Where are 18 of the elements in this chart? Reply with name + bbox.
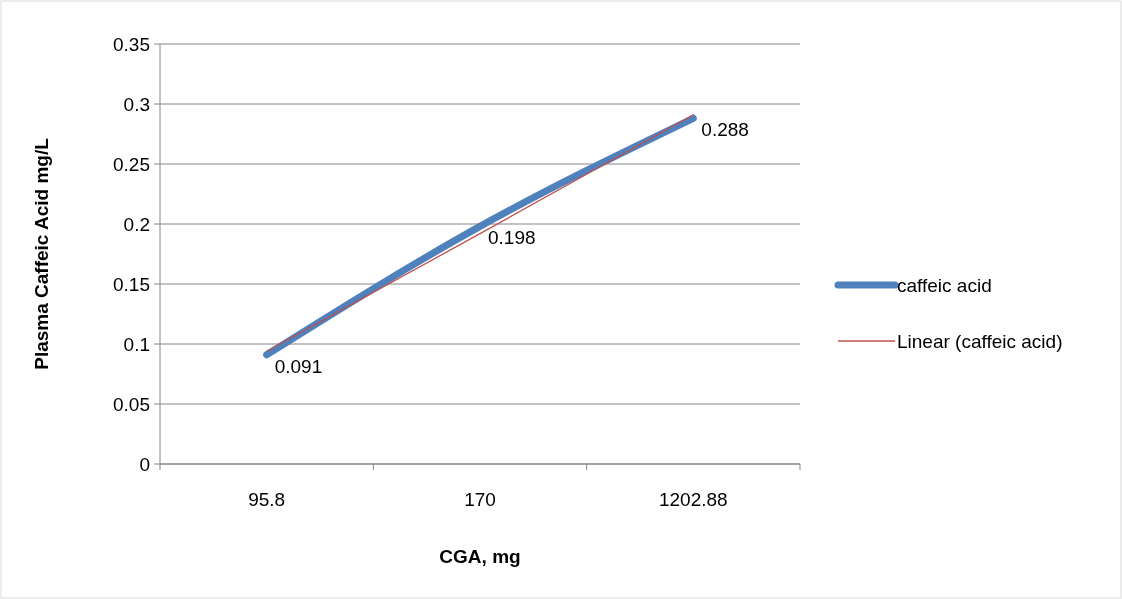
y-tick-label: 0 xyxy=(139,453,150,475)
x-tick-label: 95.8 xyxy=(248,489,286,510)
legend-label: caffeic acid xyxy=(897,274,992,296)
x-tick-label: 1202.88 xyxy=(658,489,728,510)
y-axis-title: Plasma Caffeic Acid mg/L xyxy=(31,137,52,370)
y-tick-label: 0.3 xyxy=(123,93,150,115)
y-tick-label: 0.05 xyxy=(113,393,150,415)
y-tick-label: 0.15 xyxy=(113,273,150,295)
y-tick-label: 0.1 xyxy=(123,333,150,355)
data-label: 0.288 xyxy=(701,119,749,141)
data-label: 0.198 xyxy=(488,227,536,249)
x-tick-label: 170 xyxy=(464,489,496,510)
y-tick-label: 0.25 xyxy=(113,153,150,175)
data-label: 0.091 xyxy=(274,355,323,377)
y-tick-label: 0.35 xyxy=(113,33,150,55)
legend-label: Linear (caffeic acid) xyxy=(897,330,1063,352)
x-axis-title: CGA, mg xyxy=(439,546,521,567)
y-tick-label: 0.2 xyxy=(123,213,150,235)
